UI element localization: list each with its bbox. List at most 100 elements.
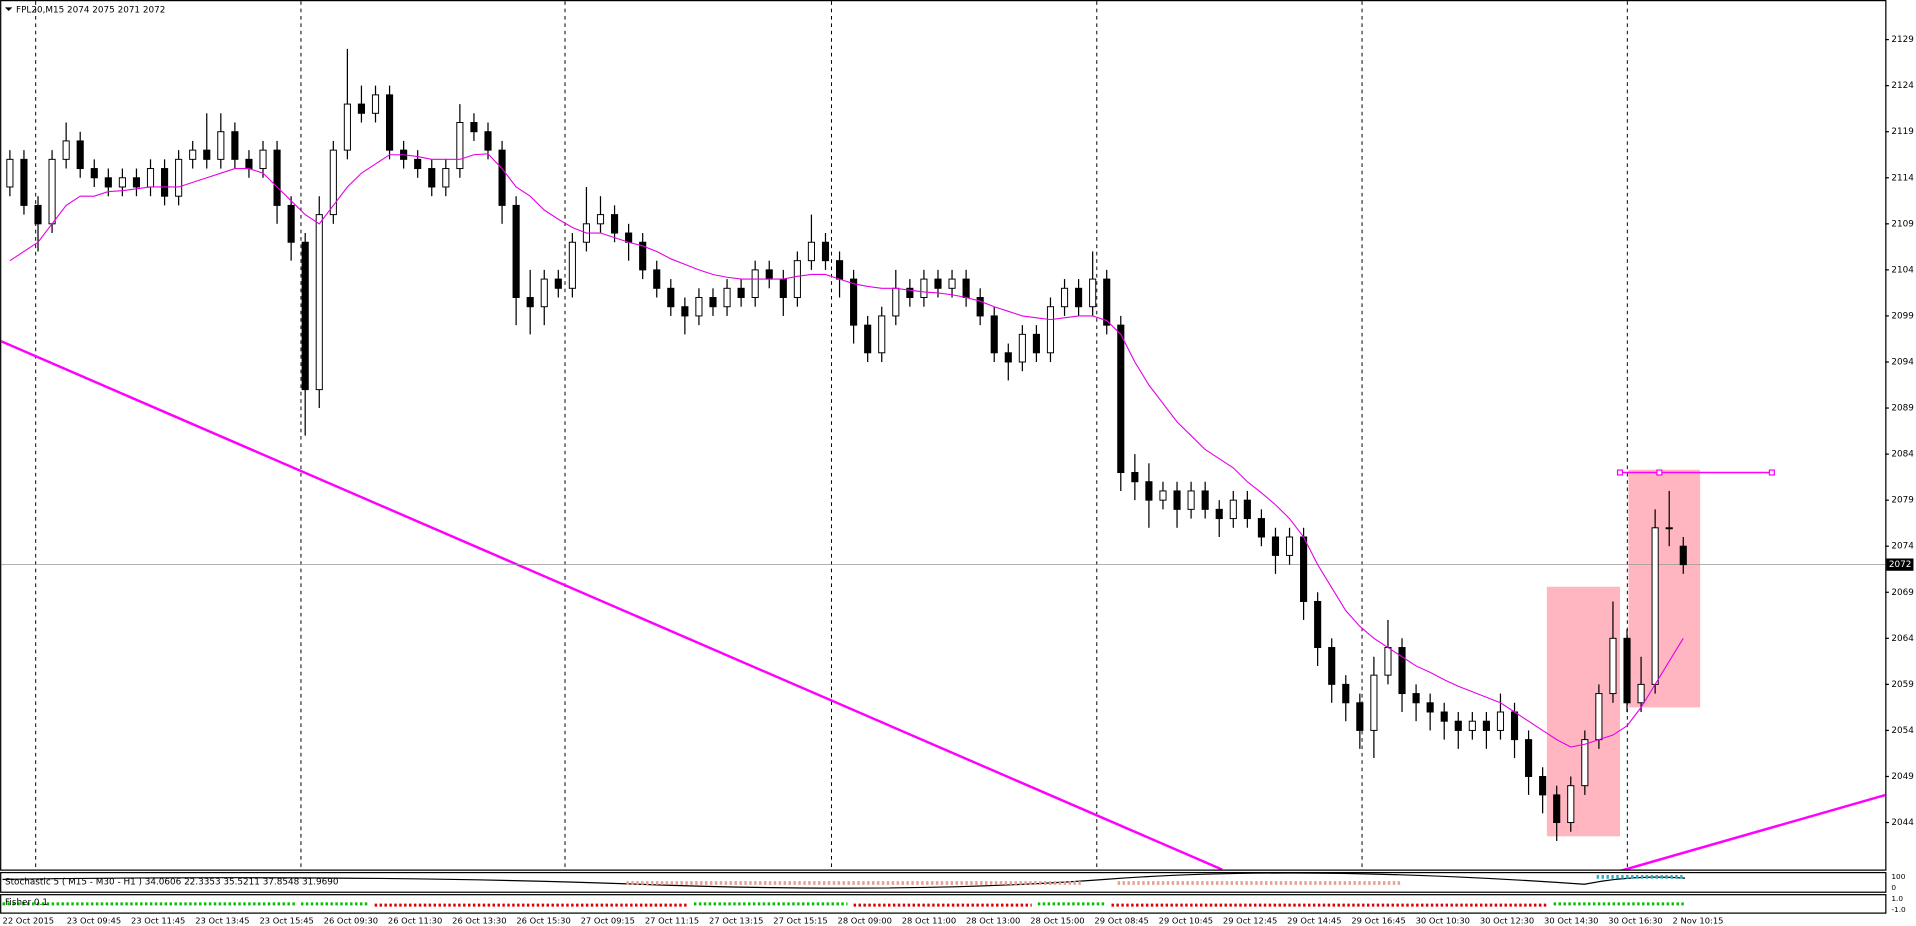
stochastic-scale-label: 0 (1891, 883, 1896, 892)
moving-average (9, 153, 1684, 748)
candle-body (1482, 720, 1490, 731)
y-tick-label: 2074 (1891, 542, 1914, 552)
candle-body (976, 297, 984, 317)
candle-body (1384, 647, 1392, 676)
candle-body (217, 131, 225, 160)
candle-body (1567, 785, 1575, 824)
plot (1, 48, 1886, 870)
candle-body (667, 287, 675, 308)
y-tick-label: 2064 (1891, 634, 1914, 644)
trendline (1620, 793, 1886, 870)
candle-body (1328, 647, 1336, 685)
candle-body (1623, 637, 1631, 704)
candle-body (20, 158, 28, 206)
candle-body (259, 149, 267, 170)
candle-body (386, 94, 394, 151)
trendline (1, 340, 1223, 870)
candle-body (189, 149, 197, 160)
candle-body (76, 140, 84, 170)
x-tick-label: 27 Oct 13:15 (709, 916, 763, 926)
candle-body (161, 168, 169, 197)
candle-body (1173, 490, 1181, 510)
candle-body (596, 214, 605, 225)
candle-body (1454, 720, 1462, 731)
candle-body (1285, 536, 1294, 556)
line-handle (1656, 469, 1663, 476)
candle-body (456, 122, 464, 170)
candle-body (906, 287, 914, 299)
candle-body (1398, 647, 1406, 695)
y-tick-label: 2104 (1891, 265, 1914, 275)
candle-body (1131, 472, 1139, 483)
candle-body (1370, 674, 1378, 731)
candle-body (821, 241, 830, 262)
candle-body (1103, 278, 1111, 326)
candle-body (6, 158, 14, 188)
line-handle (1768, 469, 1775, 476)
candle-body (484, 131, 492, 151)
candle-body (850, 278, 858, 326)
menu-arrow[interactable] (4, 7, 13, 12)
candle-body (1426, 702, 1434, 713)
candle-body (470, 122, 478, 133)
candle-body (1060, 287, 1069, 308)
candle-body (1314, 600, 1322, 649)
candle-body (554, 278, 562, 289)
candle-body (1525, 739, 1533, 777)
x-tick-label: 26 Oct 13:30 (452, 916, 506, 926)
candle-body (1159, 490, 1167, 501)
candle-body (343, 103, 351, 151)
y-tick-label: 2094 (1891, 357, 1914, 367)
stochastic-line (2, 872, 1686, 889)
candle-body (62, 140, 70, 160)
x-tick-label: 30 Oct 16:30 (1608, 916, 1662, 926)
x-tick-label: 30 Oct 14:30 (1544, 916, 1598, 926)
x-tick-label: 23 Oct 11:45 (131, 916, 185, 926)
candle-body (793, 260, 801, 299)
candle-body (526, 297, 534, 308)
candle-body (1300, 536, 1308, 602)
candle-body (807, 241, 815, 262)
candle-body (132, 177, 141, 188)
y-tick-label: 2044 (1891, 818, 1914, 828)
candle-body (245, 158, 253, 170)
y-tick-label: 2119 (1891, 127, 1913, 137)
x-tick-label: 23 Oct 09:45 (67, 916, 121, 926)
y-tick-label: 2084 (1891, 450, 1914, 460)
candle-body (1145, 481, 1153, 501)
x-tick-label: 28 Oct 09:00 (838, 916, 892, 926)
y-tick-label: 2054 (1891, 726, 1914, 736)
candle-body (1510, 711, 1519, 741)
line-handle (1616, 469, 1624, 476)
candle-body (962, 278, 970, 299)
y-tick-label: 2059 (1891, 680, 1913, 690)
x-tick-label: 27 Oct 15:15 (773, 916, 827, 926)
stochastic-decoration (2, 872, 1686, 889)
candle-body (864, 324, 872, 354)
candle-body (625, 232, 633, 243)
candle-body (90, 168, 98, 179)
candle-body (175, 158, 183, 197)
candle-body (681, 306, 689, 317)
candle-body (948, 278, 956, 289)
candle-body (1553, 794, 1561, 824)
candle-body (723, 287, 731, 308)
x-tick-label: 26 Oct 11:30 (388, 916, 442, 926)
candle-body (990, 315, 998, 354)
candle-body (1496, 711, 1505, 731)
candle-body (1665, 527, 1673, 530)
candle-body (1089, 278, 1097, 308)
candle-body (1075, 287, 1083, 308)
candle-body (1595, 693, 1603, 741)
candle-body (231, 131, 239, 160)
candle-body (540, 278, 548, 308)
candle-body (301, 241, 309, 391)
x-tick-label: 30 Oct 10:30 (1416, 916, 1470, 926)
x-tick-label: 29 Oct 16:45 (1351, 916, 1405, 926)
candle-body (737, 287, 745, 299)
candle-body (765, 269, 773, 280)
candle-body (934, 278, 942, 289)
candle-body (568, 241, 576, 289)
candle-body (428, 168, 436, 188)
